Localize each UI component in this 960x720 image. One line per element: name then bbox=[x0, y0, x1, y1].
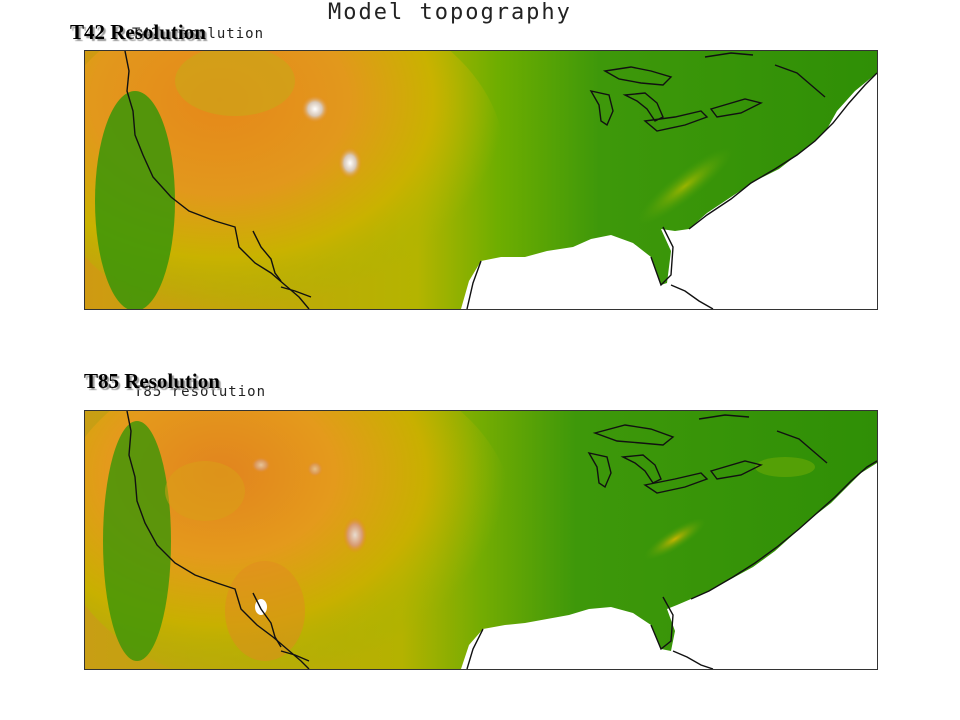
t85-small-title: T85 resolution bbox=[134, 384, 267, 400]
t85-map-panel bbox=[84, 410, 878, 670]
t42-resolution-title: T42 Resolution bbox=[70, 20, 206, 44]
main-title: Model topography bbox=[328, 0, 572, 25]
t42-map-panel bbox=[84, 50, 878, 310]
t42-topography-map bbox=[85, 51, 877, 309]
t85-resolution-title: T85 Resolution bbox=[84, 369, 220, 393]
t42-small-title: T42 resolution bbox=[132, 26, 265, 42]
t85-topography-map bbox=[85, 411, 877, 669]
